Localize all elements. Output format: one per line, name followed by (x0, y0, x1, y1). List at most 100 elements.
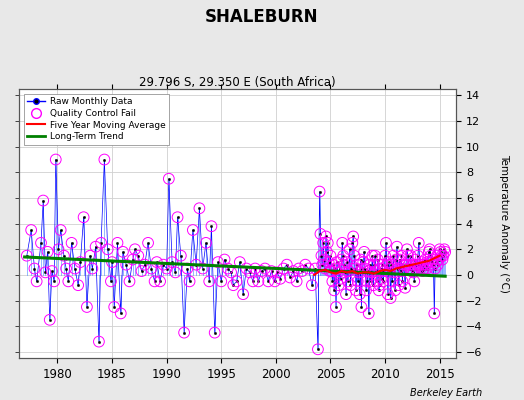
Point (214, 259, 222, 265)
Point (128, 256, 137, 263)
Point (41, 269, 50, 276)
Point (334, 269, 342, 276)
Point (332, 304, 340, 310)
Point (368, 252, 377, 259)
Point (323, 249, 331, 255)
Point (316, 231, 325, 237)
Point (294, 265, 303, 272)
Point (386, 295, 395, 301)
Point (397, 252, 406, 259)
Text: SHALEBURN: SHALEBURN (205, 8, 319, 26)
Point (27, 227, 36, 233)
Point (51, 156, 60, 163)
Point (356, 256, 365, 263)
Point (405, 262, 413, 268)
Point (376, 265, 385, 272)
Point (254, 278, 263, 284)
Point (37, 240, 45, 246)
Point (424, 249, 433, 255)
Point (346, 282, 355, 288)
Point (308, 282, 316, 288)
Point (257, 268, 266, 274)
Point (354, 269, 363, 276)
Point (349, 233, 357, 240)
Point (433, 252, 441, 259)
Point (107, 278, 115, 284)
Point (267, 268, 276, 274)
Point (192, 262, 200, 268)
Point (344, 278, 352, 284)
Point (440, 246, 449, 252)
Point (396, 256, 404, 263)
Point (165, 176, 173, 182)
Point (95, 338, 103, 345)
Point (330, 287, 339, 294)
Point (326, 252, 335, 259)
Point (431, 265, 439, 272)
Point (381, 252, 389, 259)
Point (402, 262, 410, 268)
Point (137, 268, 146, 274)
Point (314, 346, 322, 352)
Point (428, 256, 436, 263)
Point (286, 274, 294, 281)
Point (406, 265, 414, 272)
Point (103, 246, 112, 252)
Point (119, 249, 127, 255)
Point (373, 278, 381, 284)
Point (354, 278, 362, 284)
Point (292, 278, 301, 284)
Point (386, 265, 394, 272)
Point (321, 265, 329, 272)
Point (162, 265, 171, 272)
Point (251, 265, 259, 272)
Point (32, 278, 41, 284)
Text: Berkeley Earth: Berkeley Earth (410, 388, 482, 398)
Point (331, 265, 339, 272)
Point (74, 282, 82, 288)
Point (435, 246, 444, 252)
Point (429, 262, 438, 268)
Point (180, 330, 188, 336)
Point (324, 259, 333, 265)
Point (352, 287, 360, 294)
Point (388, 278, 397, 284)
Point (364, 268, 372, 274)
Point (97, 240, 105, 246)
Point (322, 233, 330, 240)
Point (100, 156, 108, 163)
Point (168, 259, 176, 265)
Point (337, 256, 346, 263)
Point (360, 249, 368, 255)
Point (407, 268, 416, 274)
Point (298, 268, 307, 274)
Point (384, 291, 392, 297)
Point (403, 252, 412, 259)
Y-axis label: Temperature Anomaly (°C): Temperature Anomaly (°C) (499, 154, 509, 293)
Point (392, 244, 401, 250)
Point (399, 262, 408, 268)
Point (380, 268, 388, 274)
Point (236, 259, 244, 265)
Point (173, 214, 182, 220)
Point (343, 259, 351, 265)
Point (224, 265, 232, 272)
Point (311, 265, 320, 272)
Point (351, 265, 359, 272)
Point (345, 246, 354, 252)
Point (336, 276, 345, 282)
Point (239, 291, 247, 297)
Point (341, 269, 349, 276)
Point (301, 262, 310, 268)
Point (323, 240, 332, 246)
Point (338, 240, 346, 246)
Point (401, 284, 409, 291)
Point (150, 278, 159, 284)
Point (282, 262, 291, 268)
Point (419, 262, 428, 268)
Point (436, 249, 445, 255)
Point (359, 259, 367, 265)
Point (362, 287, 370, 294)
Point (183, 265, 192, 272)
Point (365, 310, 373, 316)
